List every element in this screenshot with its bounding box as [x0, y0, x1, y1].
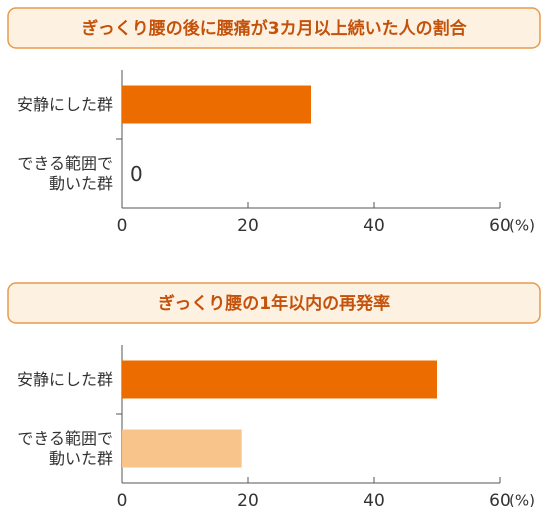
- x-tick-label: 0: [117, 216, 128, 236]
- x-tick-label: 60: [489, 491, 511, 507]
- category-label: 安静にした群: [16, 94, 113, 114]
- x-tick-label: 40: [363, 491, 385, 507]
- x-tick-label: 0: [117, 491, 128, 507]
- title-box: [7, 282, 541, 324]
- x-tick-label: 20: [237, 491, 259, 507]
- value-label: 0: [130, 162, 143, 186]
- title-box: [7, 7, 541, 49]
- chart-title: ぎっくり腰の1年以内の再発率: [158, 293, 390, 314]
- category-label: できる範囲で 動いた群: [17, 153, 113, 193]
- chart-title: ぎっくり腰の後に腰痛が3カ月以上続いた人の割合: [81, 18, 467, 39]
- x-unit: (%): [509, 217, 535, 235]
- x-tick-label: 60: [489, 216, 511, 236]
- x-tick-label: 20: [237, 216, 259, 236]
- category-label: 安静にした群: [16, 369, 113, 389]
- bar: [122, 360, 437, 399]
- x-tick-label: 40: [363, 216, 385, 236]
- bar: [122, 85, 311, 124]
- category-label: できる範囲で 動いた群: [17, 428, 113, 468]
- bar: [122, 429, 242, 468]
- x-unit: (%): [509, 492, 535, 507]
